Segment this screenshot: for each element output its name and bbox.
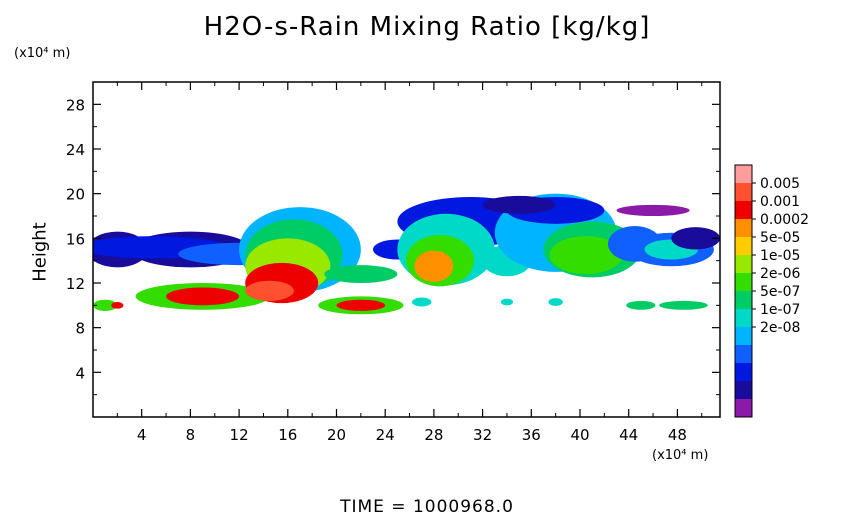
colorbar-swatch [735, 273, 752, 291]
y-axis-unit: (x10⁴ m) [14, 46, 71, 61]
x-tick-label: 44 [619, 426, 638, 444]
contour-region [671, 227, 720, 250]
colorbar-swatch [735, 381, 752, 399]
contour-region [93, 299, 118, 311]
colorbar-label: 5e-07 [760, 284, 800, 300]
colorbar-label: 5e-05 [760, 230, 800, 246]
y-tick-label: 24 [66, 141, 85, 159]
contour-region [500, 298, 514, 306]
field-contours [93, 193, 720, 315]
contour-region [166, 287, 240, 306]
colorbar-swatch [735, 255, 752, 273]
colorbar-swatch [735, 363, 752, 381]
contour-region [549, 236, 623, 275]
colorbar-label: 0.0002 [760, 212, 809, 228]
contour-region [245, 280, 294, 301]
contour-region [324, 265, 398, 284]
x-tick-label: 12 [230, 426, 249, 444]
x-axis-unit: (x10⁴ m) [652, 448, 709, 463]
x-tick-label: 16 [278, 426, 297, 444]
colorbar-swatch [735, 165, 752, 183]
y-tick-label: 12 [66, 275, 85, 293]
y-tick-label: 20 [66, 186, 85, 204]
colorbar-swatch [735, 237, 752, 255]
colorbar-swatch [735, 183, 752, 201]
colorbar-label: 2e-06 [760, 266, 800, 282]
x-tick-label: 20 [327, 426, 346, 444]
colorbar-swatch [735, 345, 752, 363]
colorbar-swatch [735, 399, 752, 417]
colorbar-swatch [735, 327, 752, 345]
contour-region [616, 204, 690, 217]
x-tick-label: 32 [473, 426, 492, 444]
contour-region [336, 299, 386, 311]
contour-region [482, 195, 556, 214]
colorbar-label: 2e-08 [760, 320, 800, 336]
colorbar-swatch [735, 309, 752, 327]
chart-title: H2O-s-Rain Mixing Ratio [kg/kg] [203, 12, 651, 42]
colorbar-label: 0.001 [760, 194, 800, 210]
contour-region [548, 298, 563, 306]
x-tick-label: 36 [522, 426, 541, 444]
y-tick-label: 8 [75, 320, 85, 338]
plot-frame [92, 81, 721, 418]
x-tick-label: 24 [376, 426, 395, 444]
time-label: TIME = 1000968.0 [340, 497, 514, 517]
contour-region [659, 300, 708, 310]
contour-region [626, 300, 656, 310]
contour-region [111, 301, 124, 309]
x-tick-label: 4 [137, 426, 147, 444]
colorbar-label: 0.005 [760, 176, 800, 192]
x-tick-label: 40 [570, 426, 589, 444]
x-tick-label: 8 [186, 426, 196, 444]
colorbar-swatch [735, 201, 752, 219]
y-tick-label: 4 [75, 364, 85, 382]
y-tick-label: 16 [66, 230, 85, 248]
x-tick-label: 48 [668, 426, 687, 444]
colorbar-label: 1e-05 [760, 248, 800, 264]
contour-region [414, 250, 454, 282]
colorbar-swatch [735, 219, 752, 237]
colorbar-label: 1e-07 [760, 302, 800, 318]
x-tick-label: 28 [424, 426, 443, 444]
contour-region [411, 297, 432, 307]
y-tick-label: 28 [66, 96, 85, 114]
colorbar-swatch [735, 291, 752, 309]
